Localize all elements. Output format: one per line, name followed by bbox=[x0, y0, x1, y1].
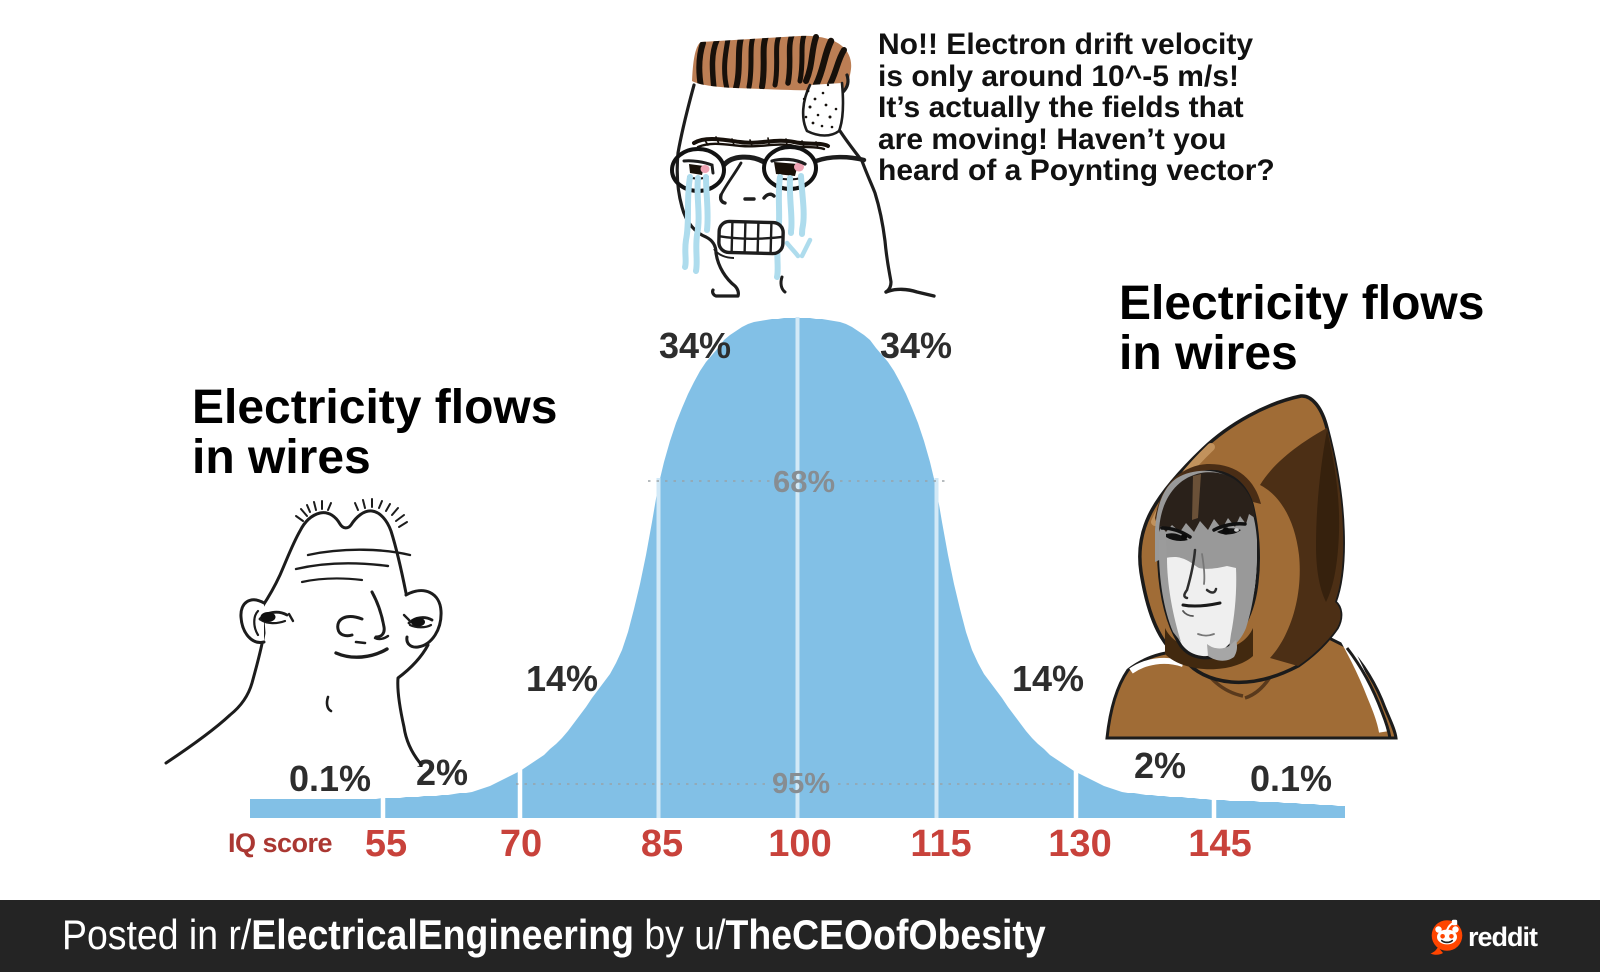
svg-text:reddit: reddit bbox=[1468, 922, 1538, 952]
